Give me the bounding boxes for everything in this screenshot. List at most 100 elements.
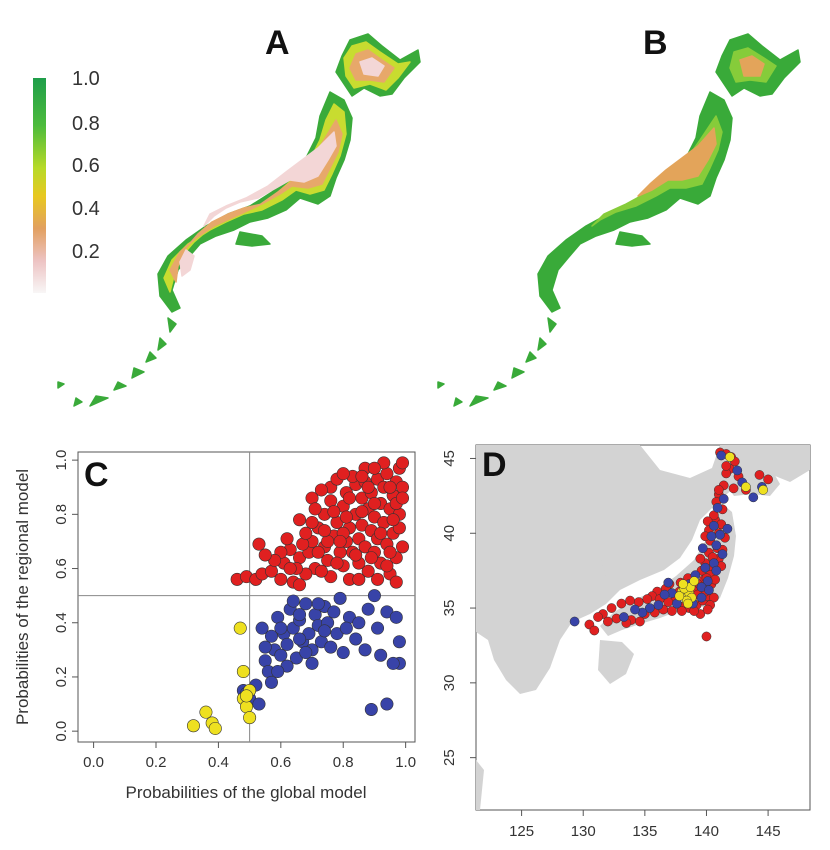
occurrence-point	[701, 631, 712, 642]
scatter-point	[386, 656, 400, 670]
occurrence-point	[683, 598, 693, 609]
occurrence-point	[697, 543, 708, 554]
scatter-point	[380, 559, 394, 573]
scatter-point	[374, 648, 388, 662]
scatter-point	[367, 589, 381, 603]
scatter-point	[324, 640, 338, 654]
occurrence-point	[725, 452, 735, 462]
scatter-point	[293, 632, 307, 646]
scatter-point	[396, 456, 410, 470]
scatter-point	[274, 648, 288, 662]
scatter-point	[327, 605, 341, 619]
x-tick-label: 145	[756, 823, 781, 840]
scatter-point	[208, 721, 222, 735]
occurrence-point	[748, 492, 759, 503]
colorbar-tick: 0.2	[72, 241, 100, 263]
axes-d: 125 130 135 140 145 25 30 35 40 45	[441, 450, 781, 840]
scatter-point	[318, 624, 332, 638]
y-tick-label: 30	[441, 675, 458, 692]
scatter-point	[374, 526, 388, 540]
scatter-point	[361, 564, 375, 578]
occurrence-point	[754, 470, 765, 480]
scatter-point	[258, 548, 272, 562]
scatter-point	[311, 597, 325, 611]
y-tick-label: 45	[441, 450, 458, 467]
scatter-point	[274, 572, 288, 586]
scatter-point	[396, 491, 410, 505]
scatter-point	[186, 719, 200, 733]
panel-label-d: D	[482, 446, 507, 484]
map-a-lowland	[57, 33, 421, 407]
occurrence-point	[712, 502, 723, 513]
scatter-point	[271, 665, 285, 679]
occurrence-point	[569, 616, 580, 627]
y-tick-label: 0.0	[53, 721, 70, 742]
occurrence-point	[593, 612, 603, 622]
colorbar-tick: 0.8	[72, 113, 100, 135]
occurrence-point	[695, 553, 706, 564]
occurrence-point	[713, 485, 724, 495]
scatter-point	[293, 513, 307, 527]
scatter-point	[236, 665, 250, 679]
map-b	[437, 33, 801, 407]
map-b-lowland	[437, 33, 801, 407]
scatter-point	[318, 524, 332, 538]
y-tick-label: 0.4	[53, 612, 70, 633]
scatter-point	[396, 540, 410, 554]
scatter-point	[293, 578, 307, 592]
occurrence-point	[758, 485, 769, 495]
scatter-point	[199, 705, 213, 719]
occurrence-point	[763, 474, 773, 485]
y-tick-label: 0.6	[53, 558, 70, 579]
occurrence-point	[702, 604, 713, 615]
scatter-point	[364, 551, 378, 565]
occurrence-point	[606, 603, 617, 613]
scatter-point	[314, 564, 328, 578]
y-tick-label: 25	[441, 749, 458, 766]
scatter-point	[299, 597, 313, 611]
scatter-point	[305, 515, 319, 529]
x-tick-label: 1.0	[395, 754, 416, 771]
y-tick-label: 1.0	[53, 450, 70, 471]
occurrence-point	[630, 604, 640, 615]
x-tick-label: 0.8	[333, 754, 354, 771]
occurrence-point	[741, 482, 751, 492]
scatter-point	[355, 469, 369, 483]
occurrence-point	[717, 549, 728, 560]
scatter-point	[396, 480, 410, 494]
occurrence-point	[709, 520, 719, 531]
scatter-point	[296, 537, 310, 551]
scatter-point	[271, 610, 285, 624]
occurrence-point	[674, 591, 685, 601]
scatter-point	[386, 513, 400, 527]
occurrence-point	[732, 465, 743, 476]
scatter-point	[305, 656, 319, 670]
axes-c: 0.0 0.2 0.4 0.6 0.8 1.0 0.0 0.2 0.4 0.6 0.8 1.0	[53, 450, 416, 771]
x-tick-label: 0.0	[83, 754, 104, 771]
occurrence-point	[635, 616, 645, 627]
scatter-point	[371, 572, 385, 586]
occurrence-point	[642, 594, 653, 604]
occurrence-point	[589, 625, 600, 636]
scatter-point	[367, 496, 381, 510]
occurrence-point	[700, 562, 711, 573]
scatter-point	[240, 700, 254, 714]
scatter-point	[352, 616, 366, 630]
occurrence-point	[716, 450, 727, 461]
y-tick-label: 0.8	[53, 504, 70, 525]
occurrence-point	[659, 589, 670, 600]
scatter-point	[321, 534, 335, 548]
map-a-peak	[179, 57, 385, 277]
scatter-point	[283, 562, 297, 576]
occurrence-point	[718, 494, 729, 504]
scatter-point	[299, 646, 313, 660]
scatter-point	[352, 572, 366, 586]
scatter-point	[349, 548, 363, 562]
scatter-point	[324, 494, 338, 508]
panel-label-c: C	[84, 456, 109, 494]
occurrence-point	[619, 612, 629, 622]
scatter-point	[392, 635, 406, 649]
y-tick-label: 40	[441, 525, 458, 542]
scatter-point	[293, 608, 307, 622]
scatter-point	[342, 491, 356, 505]
